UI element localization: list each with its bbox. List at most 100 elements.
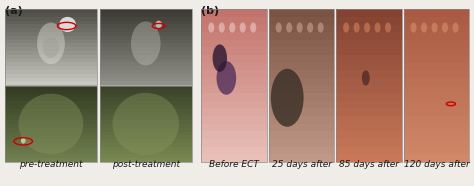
Bar [201,32,267,40]
Bar [5,120,97,124]
Bar [5,17,97,21]
Bar [100,28,192,32]
Ellipse shape [275,22,282,33]
Bar [269,124,335,131]
Text: post-treatment: post-treatment [112,160,180,169]
Bar [100,158,192,162]
Bar [100,70,192,74]
Ellipse shape [442,22,448,33]
Bar [100,109,192,113]
Bar [201,86,267,93]
Bar [404,124,469,131]
Bar [404,40,469,47]
Bar [100,78,192,81]
Bar [5,9,97,85]
Text: pre-treatment: pre-treatment [19,160,82,169]
Ellipse shape [131,21,161,65]
Bar [404,86,469,93]
Ellipse shape [217,61,236,95]
Bar [336,9,402,17]
Bar [100,101,192,105]
Text: 120 days after: 120 days after [404,160,469,169]
Bar [404,108,469,116]
Bar [269,55,335,63]
Bar [269,63,335,70]
Ellipse shape [421,22,428,33]
Bar [269,40,335,47]
Bar [201,25,267,32]
Bar [201,47,267,55]
Bar [100,40,192,43]
Bar [201,108,267,116]
Bar [201,116,267,124]
Bar [269,131,335,139]
Bar [5,135,97,139]
Bar [100,105,192,109]
Bar [5,78,97,81]
Bar [5,36,97,40]
Bar [100,9,192,85]
Bar [404,9,469,162]
Bar [336,154,402,162]
Text: (b): (b) [201,6,219,16]
Bar [5,51,97,55]
Bar [100,21,192,24]
Bar [5,132,97,135]
Bar [100,51,192,55]
Ellipse shape [59,17,76,32]
Bar [5,21,97,24]
Bar [404,93,469,101]
Bar [5,62,97,66]
Bar [269,108,335,116]
Bar [269,32,335,40]
Ellipse shape [271,69,304,127]
Bar [269,154,335,162]
Bar [100,150,192,154]
Bar [100,86,192,162]
Bar [100,97,192,101]
Ellipse shape [286,22,292,33]
Bar [404,101,469,108]
Bar [100,17,192,21]
Bar [404,70,469,78]
Ellipse shape [410,22,417,33]
Bar [269,93,335,101]
Ellipse shape [219,22,225,33]
Bar [5,28,97,32]
Ellipse shape [239,22,246,33]
Bar [269,17,335,25]
Ellipse shape [43,37,59,58]
Bar [404,25,469,32]
Bar [5,74,97,78]
Bar [5,116,97,120]
Bar [201,139,267,147]
Bar [336,40,402,47]
Bar [201,131,267,139]
Ellipse shape [307,22,313,33]
Bar [5,101,97,105]
Bar [269,116,335,124]
Bar [100,113,192,116]
Bar [5,105,97,109]
Bar [100,143,192,147]
Ellipse shape [155,21,162,28]
Bar [404,47,469,55]
Ellipse shape [318,22,324,33]
Text: (a): (a) [5,6,22,16]
Bar [5,24,97,28]
Bar [5,158,97,162]
Bar [100,147,192,150]
Text: 85 days after: 85 days after [339,160,399,169]
Bar [5,139,97,143]
Ellipse shape [229,22,236,33]
Bar [404,55,469,63]
Bar [5,59,97,62]
Bar [100,90,192,94]
Bar [336,116,402,124]
Ellipse shape [296,22,303,33]
Bar [5,94,97,97]
Bar [404,139,469,147]
Bar [5,55,97,59]
Bar [100,128,192,132]
Bar [100,132,192,135]
